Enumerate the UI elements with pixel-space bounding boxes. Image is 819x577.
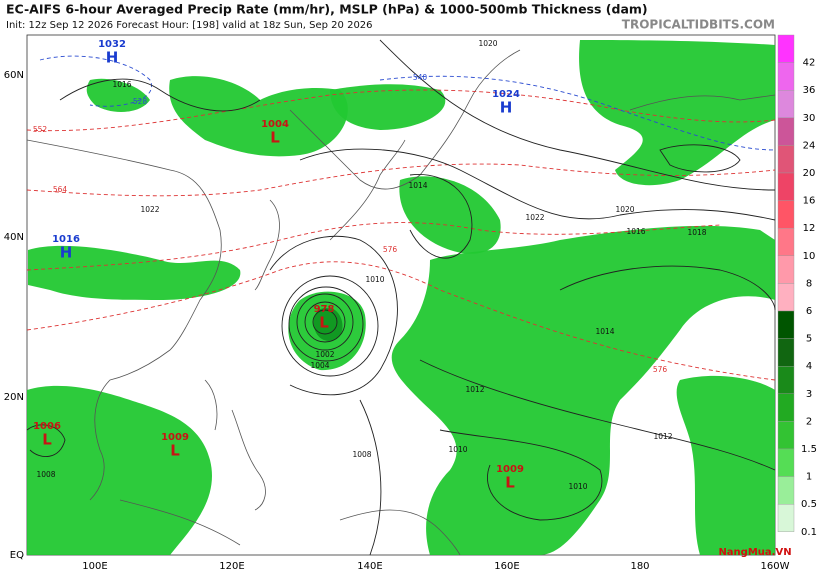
- isobar-label: 1022: [140, 205, 159, 214]
- isobar-label: 1002: [315, 350, 334, 359]
- thickness-lines: [26, 55, 776, 381]
- colorbar-label: 30: [803, 113, 816, 124]
- title: EC-AIFS 6-hour Averaged Precip Rate (mm/…: [6, 2, 648, 17]
- thickness-label: 576: [653, 365, 668, 374]
- pressure-value: 1009: [161, 432, 189, 443]
- isobar-label: 1004: [310, 361, 329, 370]
- lon-label: 100E: [82, 561, 107, 572]
- isobar-label: 1012: [465, 385, 484, 394]
- lat-label: 40N: [4, 232, 24, 243]
- isobar-label: 1018: [687, 228, 706, 237]
- lat-label: 60N: [4, 70, 24, 81]
- colorbar-label: 1: [806, 472, 812, 483]
- colorbar-swatch: [777, 310, 795, 339]
- isobar-label: 1020: [615, 205, 634, 214]
- coastlines: [26, 49, 776, 556]
- thickness-label: 576: [383, 245, 398, 254]
- colorbar-swatch: [777, 504, 795, 533]
- pressure-center: L: [319, 314, 329, 332]
- pressure-value: 1004: [261, 119, 289, 130]
- colorbar-swatch: [777, 338, 795, 367]
- pressure-value: 1032: [98, 39, 126, 50]
- colorbar-label: 0.5: [801, 499, 817, 510]
- isobars: [26, 39, 776, 556]
- thickness-label: 552: [33, 125, 48, 134]
- init-line: Init: 12z Sep 12 2026 Forecast Hour: [19…: [6, 20, 373, 31]
- pressure-center: L: [270, 129, 280, 147]
- pressure-center: L: [505, 474, 515, 492]
- colorbar-swatch: [777, 448, 795, 477]
- colorbar-label: 20: [803, 168, 816, 179]
- colorbar-swatch: [777, 283, 795, 312]
- colorbar-swatch: [777, 200, 795, 229]
- colorbar-label: 10: [803, 251, 816, 262]
- pressure-value: 1024: [492, 89, 520, 100]
- isobar-label: 1010: [365, 275, 384, 284]
- colorbar: 42 36 30 24 20 16 12 10 8 6 5 4 3 2 1.5 1 0.5 0.1: [777, 34, 817, 538]
- colorbar-label: 16: [803, 196, 816, 207]
- pressure-value: 1006: [33, 421, 61, 432]
- isobar-label: 1022: [525, 213, 544, 222]
- pressure-center: H: [60, 244, 73, 262]
- colorbar-swatch: [777, 172, 795, 201]
- pressure-value: 1009: [496, 464, 524, 475]
- colorbar-swatch: [777, 476, 795, 505]
- colorbar-label: 36: [803, 85, 816, 96]
- thickness-label: 540: [413, 73, 428, 82]
- site-name: TROPICALTIDBITS.COM: [622, 18, 775, 32]
- lon-label: 140E: [357, 561, 382, 572]
- pressure-center: L: [42, 431, 52, 449]
- isobar-label: 1020: [478, 39, 497, 48]
- thickness-label: 564: [53, 185, 68, 194]
- lon-label: 180: [630, 561, 649, 572]
- pressure-value: 1016: [52, 234, 80, 245]
- lat-label: 20N: [4, 392, 24, 403]
- colorbar-swatch: [777, 62, 795, 91]
- isobar-label: 1010: [448, 445, 467, 454]
- colorbar-swatch: [777, 227, 795, 256]
- colorbar-label: 12: [803, 223, 816, 234]
- lon-label: 120E: [219, 561, 244, 572]
- colorbar-label: 6: [806, 306, 812, 317]
- isobar-label: 1016: [112, 80, 131, 89]
- colorbar-swatch: [777, 421, 795, 450]
- pressure-center: L: [170, 442, 180, 460]
- isobar-label: 1010: [568, 482, 587, 491]
- thickness-label: 528: [133, 97, 148, 106]
- lat-label: EQ: [10, 550, 24, 561]
- colorbar-label: 2: [806, 416, 812, 427]
- watermark: NangMua.VN: [718, 547, 791, 558]
- isobar-label: 1008: [36, 470, 55, 479]
- colorbar-swatch: [777, 255, 795, 284]
- pressure-value: 978: [314, 304, 335, 315]
- isobar-label: 1016: [626, 227, 645, 236]
- lon-label: 160E: [494, 561, 519, 572]
- colorbar-label: 5: [806, 334, 812, 345]
- colorbar-label: 3: [806, 389, 812, 400]
- colorbar-swatch: [777, 366, 795, 395]
- pressure-center: H: [500, 99, 513, 117]
- colorbar-label: 0.1: [801, 527, 817, 538]
- colorbar-label: 8: [806, 278, 812, 289]
- colorbar-swatch: [777, 145, 795, 174]
- isobar-label: 1012: [653, 432, 672, 441]
- colorbar-label: 1.5: [801, 444, 817, 455]
- lon-label: 160W: [761, 561, 790, 572]
- colorbar-label: 42: [803, 58, 816, 69]
- colorbar-swatch: [777, 393, 795, 422]
- isobar-label: 1014: [595, 327, 614, 336]
- pressure-center: H: [106, 49, 119, 67]
- colorbar-swatch: [777, 117, 795, 146]
- colorbar-swatch: [777, 89, 795, 118]
- colorbar-label: 24: [803, 140, 816, 151]
- colorbar-label: 4: [806, 361, 812, 372]
- colorbar-swatch: [777, 34, 795, 63]
- isobar-label: 1008: [352, 450, 371, 459]
- isobar-label: 1014: [408, 181, 427, 190]
